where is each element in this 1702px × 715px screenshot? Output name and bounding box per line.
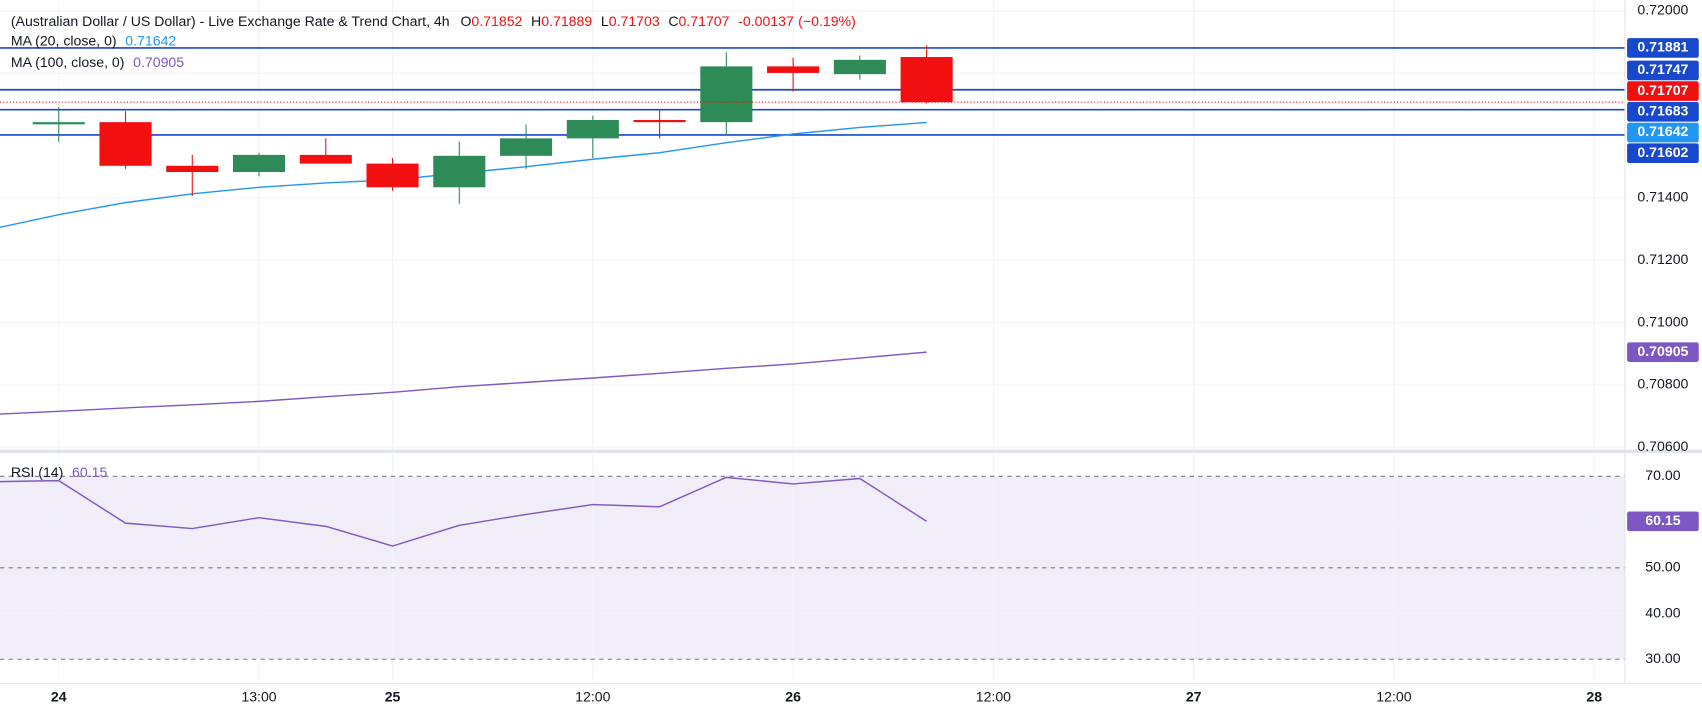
candle-body: [833, 59, 886, 75]
candle-body: [299, 154, 352, 164]
ohlc-name: O: [460, 13, 471, 29]
price-tag: [1627, 122, 1699, 143]
price-tag: [1627, 143, 1699, 164]
x-tick-label: 12:00: [976, 688, 1011, 704]
axes: 0.70600 0.70800 0.71000 0.71200 0.71400 0.716…: [51, 2, 1699, 704]
y-tick-label: 0.71200: [1637, 251, 1688, 267]
y-tick-label: 70.00: [1645, 467, 1680, 483]
x-tick-label: 13:00: [241, 688, 276, 704]
legend-value: 0.70905: [133, 54, 184, 70]
ohlc-value: 0.71852: [471, 13, 522, 29]
ohlc-value: 0.71707: [679, 13, 730, 29]
ohlc-name: C: [668, 13, 678, 29]
candle-body: [166, 165, 219, 173]
price-tag-label: 0.71707: [1637, 82, 1688, 98]
rsi-value: 60.15: [72, 464, 107, 480]
price-tag-label: 0.70905: [1637, 343, 1688, 359]
y-tick-label: 0.70800: [1637, 376, 1688, 392]
price-tag-label: 0.71683: [1637, 103, 1688, 119]
legend-ma20: MA (20, close, 0) 0.71642: [11, 32, 177, 48]
y-tick-label: 0.70600: [1637, 438, 1688, 454]
y-tick-label: 40.00: [1645, 604, 1680, 620]
legend-rsi: RSI (14) 60.15: [11, 464, 108, 480]
ohlc-value: 0.71889: [541, 13, 592, 29]
x-tick-label: 12:00: [1376, 688, 1411, 704]
candle-body: [32, 122, 85, 125]
price-tag: [1627, 342, 1699, 362]
candle-body: [433, 155, 486, 188]
change: -0.00137: [738, 13, 794, 29]
price-plot: [0, 0, 1625, 450]
x-tick-label: 26: [785, 688, 801, 704]
price-tag: [1627, 60, 1699, 81]
y-tick-label: 50.00: [1645, 558, 1680, 574]
ohlc-name: L: [601, 13, 609, 29]
price-tag: [1627, 102, 1699, 122]
y-tick-label: 0.71000: [1637, 313, 1688, 329]
price-tag: [1627, 38, 1699, 58]
candle-body: [633, 119, 686, 123]
legend-ma100: MA (100, close, 0) 0.70905: [11, 54, 184, 70]
legend-value: 0.71642: [125, 32, 176, 48]
price-tag-label: 0.71747: [1637, 61, 1688, 77]
candle-body: [900, 57, 953, 103]
moving-average-line: [0, 351, 927, 415]
x-tick-label: 28: [1586, 688, 1602, 704]
candle-body: [566, 119, 619, 139]
y-tick-label: 0.71400: [1637, 189, 1688, 205]
candle-body: [767, 66, 820, 73]
y-tick-label: 30.00: [1645, 650, 1680, 666]
header: (Australian Dollar / US Dollar) - Live E…: [11, 13, 856, 29]
candle-body: [500, 138, 553, 156]
y-tick-label: 0.72000: [1637, 2, 1688, 18]
candle-body: [232, 154, 286, 173]
legend-name: MA (100, close, 0): [11, 54, 125, 70]
x-tick-label: 24: [51, 688, 67, 704]
candle-body: [366, 163, 419, 188]
legend-name: MA (20, close, 0): [11, 32, 117, 48]
price-tag-label: 0.71602: [1637, 144, 1688, 160]
price-tag-label: 60.15: [1645, 512, 1680, 528]
x-tick-label: 27: [1186, 688, 1202, 704]
x-tick-label: 12:00: [575, 688, 610, 704]
x-tick-label: 25: [385, 688, 401, 704]
ohlc-name: H: [531, 13, 541, 29]
change-percent: (−0.19%): [798, 13, 856, 29]
price-tag-label: 0.71881: [1637, 39, 1688, 55]
rsi-line: [0, 476, 928, 547]
price-tag-label: 0.71642: [1637, 123, 1688, 139]
candle-body: [700, 66, 753, 123]
price-tag: [1627, 511, 1699, 532]
price-tag: [1627, 81, 1699, 101]
rsi-plot: [0, 453, 1625, 682]
rsi-title: RSI (14): [11, 464, 63, 480]
ohlc-value: 0.71703: [609, 13, 660, 29]
chart-title: (Australian Dollar / US Dollar) - Live E…: [11, 13, 450, 29]
candle-body: [99, 122, 152, 166]
